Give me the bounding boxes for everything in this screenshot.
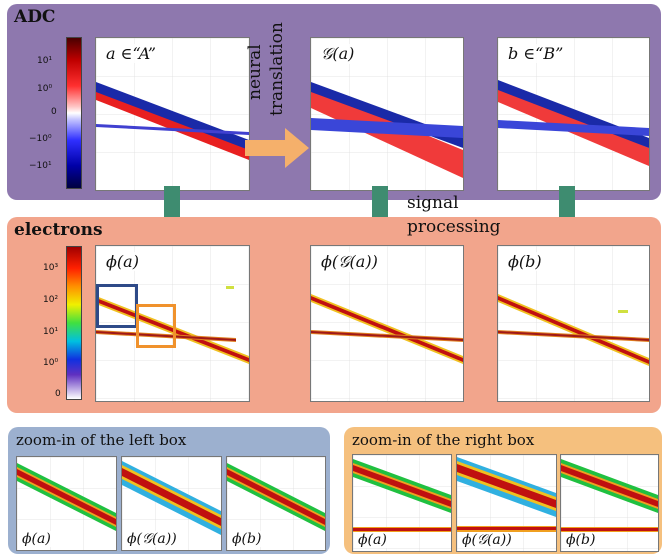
zoom-right-plot-a: ϕ(a) xyxy=(352,454,452,552)
electrons-plot-ga: ϕ(𝒢(a)) xyxy=(310,245,464,402)
adc-cbar-tick-5: −10¹ xyxy=(29,161,52,171)
adc-cbar-tick-4: −10⁰ xyxy=(29,134,52,144)
adc-plot-a: a ∈“A” xyxy=(95,37,250,191)
adc-plot-a-label: a ∈“A” xyxy=(104,44,158,63)
zoom-right-plot-b-label: ϕ(b) xyxy=(564,532,598,548)
zoom-left-panel: zoom-in of the left box ϕ(a) ϕ(𝒢(a)) xyxy=(8,427,330,554)
adc-panel: ADC 10¹ 10⁰ 0 −10⁰ −10¹ a ∈“A” neural tr… xyxy=(7,4,661,200)
zoom-left-plot-b: ϕ(b) xyxy=(226,456,326,551)
translation-label-line1: neural xyxy=(245,44,265,100)
zoom-left-plot-b-label: ϕ(b) xyxy=(230,531,264,547)
adc-plot-b-label: b ∈“B” xyxy=(506,44,566,63)
left-zoom-box xyxy=(96,284,138,328)
adc-cbar-tick-3: 0 xyxy=(51,107,57,117)
electrons-cbar-tick-2: 10² xyxy=(43,295,59,305)
zoom-right-plot-ga: ϕ(𝒢(a)) xyxy=(456,454,557,552)
electrons-title: electrons xyxy=(14,220,103,240)
zoom-left-plot-a-label: ϕ(a) xyxy=(20,531,53,547)
adc-plot-ga-label: 𝒢(a) xyxy=(319,44,357,64)
zoom-right-title: zoom-in of the right box xyxy=(352,431,535,449)
electrons-colorbar xyxy=(66,246,82,400)
zoom-right-panel: zoom-in of the right box ϕ(a) ϕ(𝒢(a)) xyxy=(344,427,662,554)
adc-title: ADC xyxy=(14,7,56,27)
right-zoom-box xyxy=(136,304,176,348)
zoom-left-plot-ga-label: ϕ(𝒢(a)) xyxy=(125,531,179,547)
translation-arrow-icon xyxy=(245,128,309,168)
electrons-plot-b-label: ϕ(b) xyxy=(506,252,544,271)
electrons-cbar-tick-3: 10¹ xyxy=(43,327,59,337)
translation-label-line2: translation xyxy=(267,22,287,116)
adc-cbar-tick-2: 10⁰ xyxy=(37,84,53,94)
electrons-plot-a: ϕ(a) xyxy=(95,245,250,402)
adc-colorbar xyxy=(66,37,82,189)
zoom-left-plot-ga: ϕ(𝒢(a)) xyxy=(121,456,222,551)
zoom-left-plot-a: ϕ(a) xyxy=(16,456,117,551)
adc-plot-b: b ∈“B” xyxy=(497,37,650,191)
zoom-left-title: zoom-in of the left box xyxy=(16,431,187,449)
signal-label-line2: processing xyxy=(407,217,501,237)
signal-label-line1: signal xyxy=(407,193,459,213)
electrons-panel: electrons 10³ 10² 10¹ 10⁰ 0 ϕ(a) signal … xyxy=(7,193,661,413)
zoom-right-plot-b: ϕ(b) xyxy=(560,454,659,552)
electrons-plot-ga-label: ϕ(𝒢(a)) xyxy=(319,252,380,272)
electrons-cbar-tick-5: 0 xyxy=(55,389,61,399)
zoom-right-plot-a-label: ϕ(a) xyxy=(356,532,389,548)
electrons-cbar-tick-4: 10⁰ xyxy=(43,358,59,368)
electrons-cbar-tick-1: 10³ xyxy=(43,263,59,273)
zoom-right-plot-ga-label: ϕ(𝒢(a)) xyxy=(460,532,514,548)
adc-plot-ga: 𝒢(a) xyxy=(310,37,464,191)
electrons-plot-b: ϕ(b) xyxy=(497,245,650,402)
adc-cbar-tick-1: 10¹ xyxy=(37,56,53,66)
electrons-plot-a-label: ϕ(a) xyxy=(104,252,141,271)
